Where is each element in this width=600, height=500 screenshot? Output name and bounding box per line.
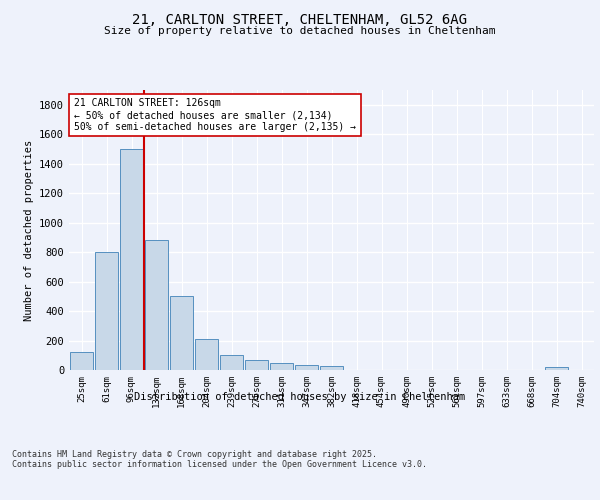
Bar [70,352,94,370]
Text: Contains HM Land Registry data © Crown copyright and database right 2025.
Contai: Contains HM Land Registry data © Crown c… [12,450,427,469]
Text: Size of property relative to detached houses in Cheltenham: Size of property relative to detached ho… [104,26,496,36]
Y-axis label: Number of detached properties: Number of detached properties [23,140,34,320]
Bar [295,366,319,370]
Bar [194,339,218,370]
Bar [245,360,268,370]
Bar [220,354,244,370]
Bar [119,149,143,370]
Text: 21 CARLTON STREET: 126sqm
← 50% of detached houses are smaller (2,134)
50% of se: 21 CARLTON STREET: 126sqm ← 50% of detac… [74,98,356,132]
Text: 21, CARLTON STREET, CHELTENHAM, GL52 6AG: 21, CARLTON STREET, CHELTENHAM, GL52 6AG [133,12,467,26]
Bar [95,252,118,370]
Bar [145,240,169,370]
Text: Distribution of detached houses by size in Cheltenham: Distribution of detached houses by size … [134,392,466,402]
Bar [545,368,568,370]
Bar [170,296,193,370]
Bar [269,364,293,370]
Bar [320,366,343,370]
